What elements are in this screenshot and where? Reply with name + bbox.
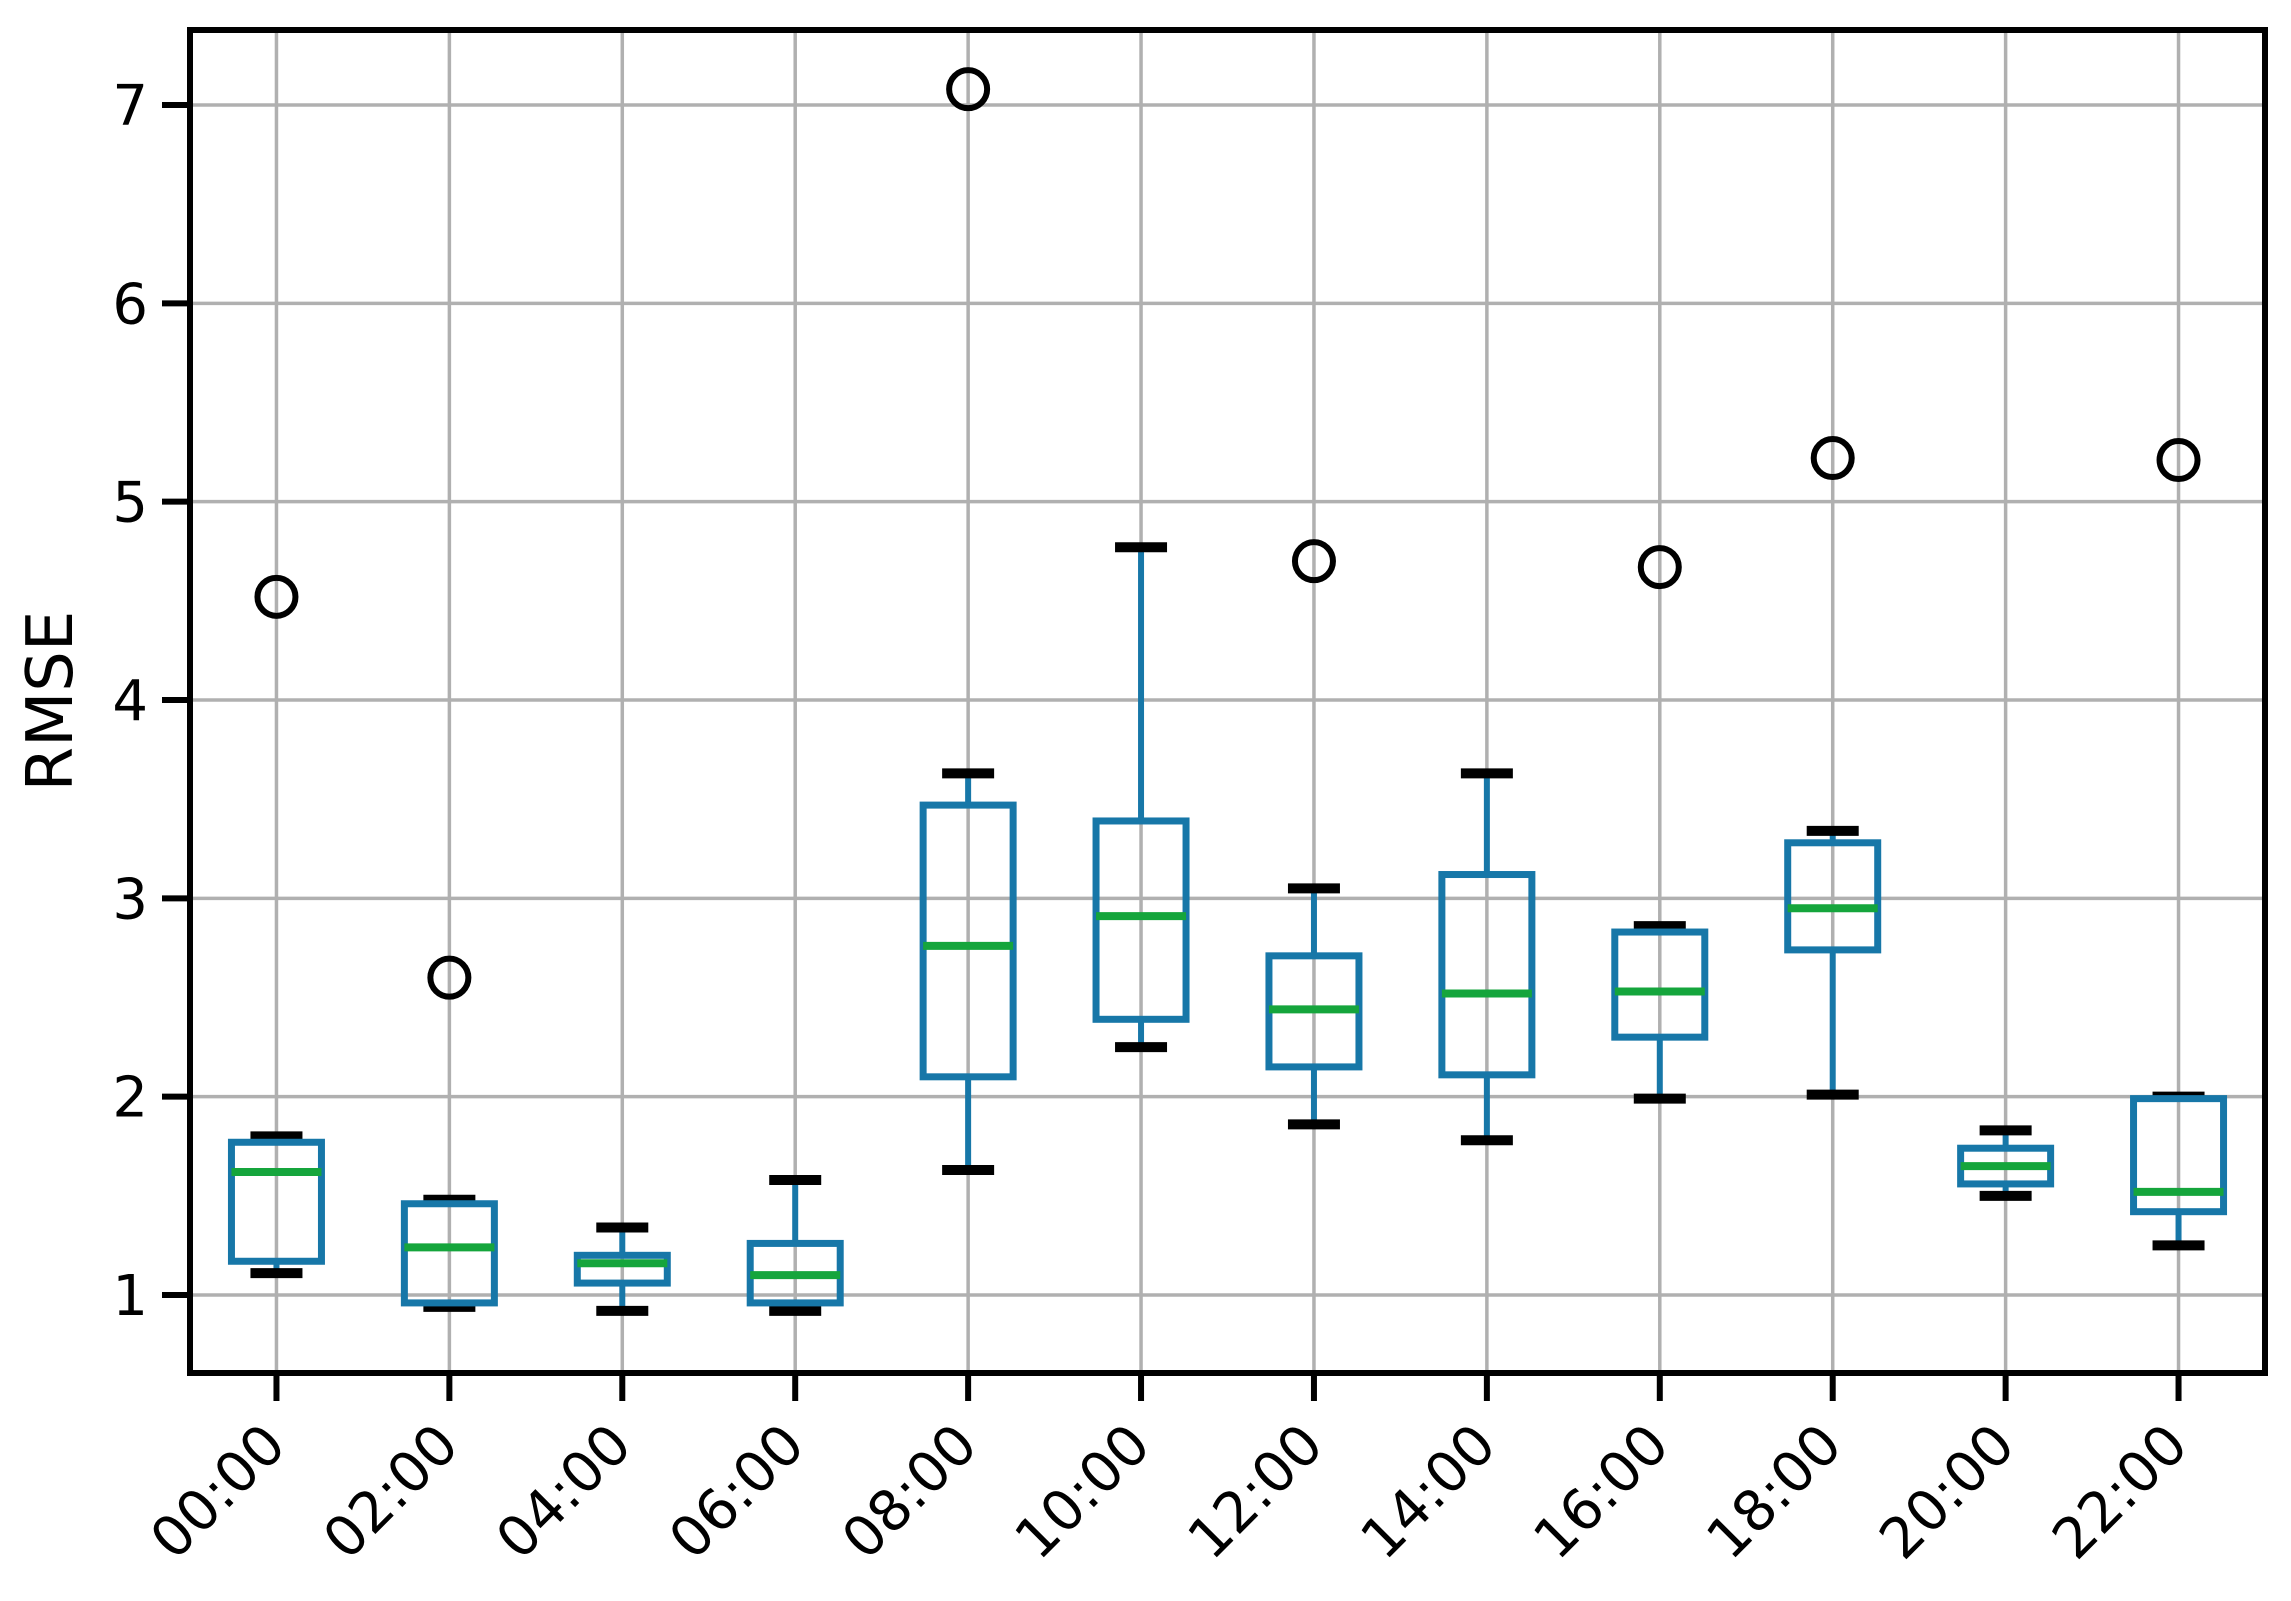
iqr-box (919, 801, 1017, 1081)
iqr-box (1784, 839, 1882, 954)
outlier-marker (946, 67, 991, 112)
box-group-18:00 (1784, 436, 1882, 1100)
box-group-02:00 (400, 955, 498, 1312)
y-tick-label: 5 (112, 471, 148, 536)
grid-layer (190, 30, 2265, 1373)
box-group-04:00 (573, 1222, 671, 1316)
y-tick-label: 4 (112, 669, 148, 734)
y-tick-label: 2 (112, 1066, 148, 1131)
box-group-10:00 (1092, 542, 1190, 1053)
axes-frame (187, 27, 2268, 1376)
outlier-marker (1637, 545, 1682, 590)
y-axis-label: RMSE (14, 611, 88, 792)
iqr-box (2130, 1095, 2228, 1216)
y-tick-label: 7 (112, 74, 148, 139)
outlier-marker (2156, 438, 2201, 483)
iqr-box (1611, 928, 1709, 1041)
box-group-08:00 (919, 67, 1017, 1176)
box-group-06:00 (746, 1174, 844, 1316)
outlier-marker (254, 574, 299, 619)
y-tick-label: 1 (112, 1264, 148, 1329)
box-group-00:00 (227, 574, 325, 1279)
box-group-16:00 (1611, 545, 1709, 1104)
iqr-box (573, 1251, 671, 1287)
box-group-20:00 (1957, 1125, 2055, 1201)
box-group-14:00 (1438, 768, 1536, 1146)
y-tick-label: 6 (112, 272, 148, 337)
iqr-box (227, 1138, 325, 1265)
iqr-box (1438, 871, 1536, 1079)
outlier-marker (1810, 436, 1855, 481)
box-group-12:00 (1265, 539, 1363, 1130)
y-tick-label: 3 (112, 867, 148, 932)
box-layer (227, 67, 2228, 1316)
box-group-22:00 (2130, 438, 2228, 1251)
iqr-box (400, 1200, 498, 1307)
outlier-marker (1291, 539, 1336, 584)
outlier-marker (427, 955, 472, 1000)
